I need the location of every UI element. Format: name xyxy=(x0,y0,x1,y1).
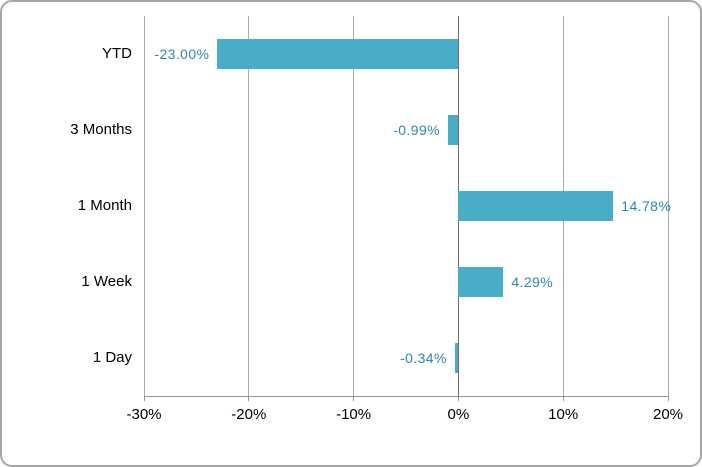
bar-value-label: -0.34% xyxy=(400,350,447,366)
category-label: 1 Week xyxy=(81,273,132,290)
bar xyxy=(454,343,459,373)
axis-tick-mark xyxy=(667,396,669,401)
axis-tick-mark xyxy=(562,396,564,401)
x-tick-label: -10% xyxy=(336,406,372,423)
bar-value-label: 14.78% xyxy=(621,198,672,214)
category-label: 1 Month xyxy=(77,197,132,214)
axis-tick-mark xyxy=(248,396,250,401)
gridline xyxy=(353,16,355,396)
axis-tick-mark xyxy=(143,396,145,401)
bar-value-label: -0.99% xyxy=(393,122,441,138)
bar xyxy=(217,39,459,69)
axis-tick-mark xyxy=(353,396,355,401)
x-tick-label: 10% xyxy=(548,406,579,423)
bar-value-label: 4.29% xyxy=(511,274,554,290)
gridline xyxy=(143,16,145,396)
x-tick-label: 20% xyxy=(652,406,684,423)
x-tick-label: -30% xyxy=(126,406,162,423)
x-tick-label: -20% xyxy=(231,406,267,423)
gridline xyxy=(248,16,250,396)
category-label: 3 Months xyxy=(70,121,132,138)
category-label: YTD xyxy=(102,45,132,62)
gridline xyxy=(667,16,669,396)
bar xyxy=(448,115,459,145)
category-label: 1 Day xyxy=(92,349,132,366)
bar-value-label: -23.00% xyxy=(154,46,210,62)
bar xyxy=(458,191,614,221)
x-axis-line xyxy=(144,395,668,397)
x-tick-label: 0% xyxy=(447,406,470,423)
axis-tick-mark xyxy=(457,396,459,401)
bar xyxy=(458,267,504,297)
